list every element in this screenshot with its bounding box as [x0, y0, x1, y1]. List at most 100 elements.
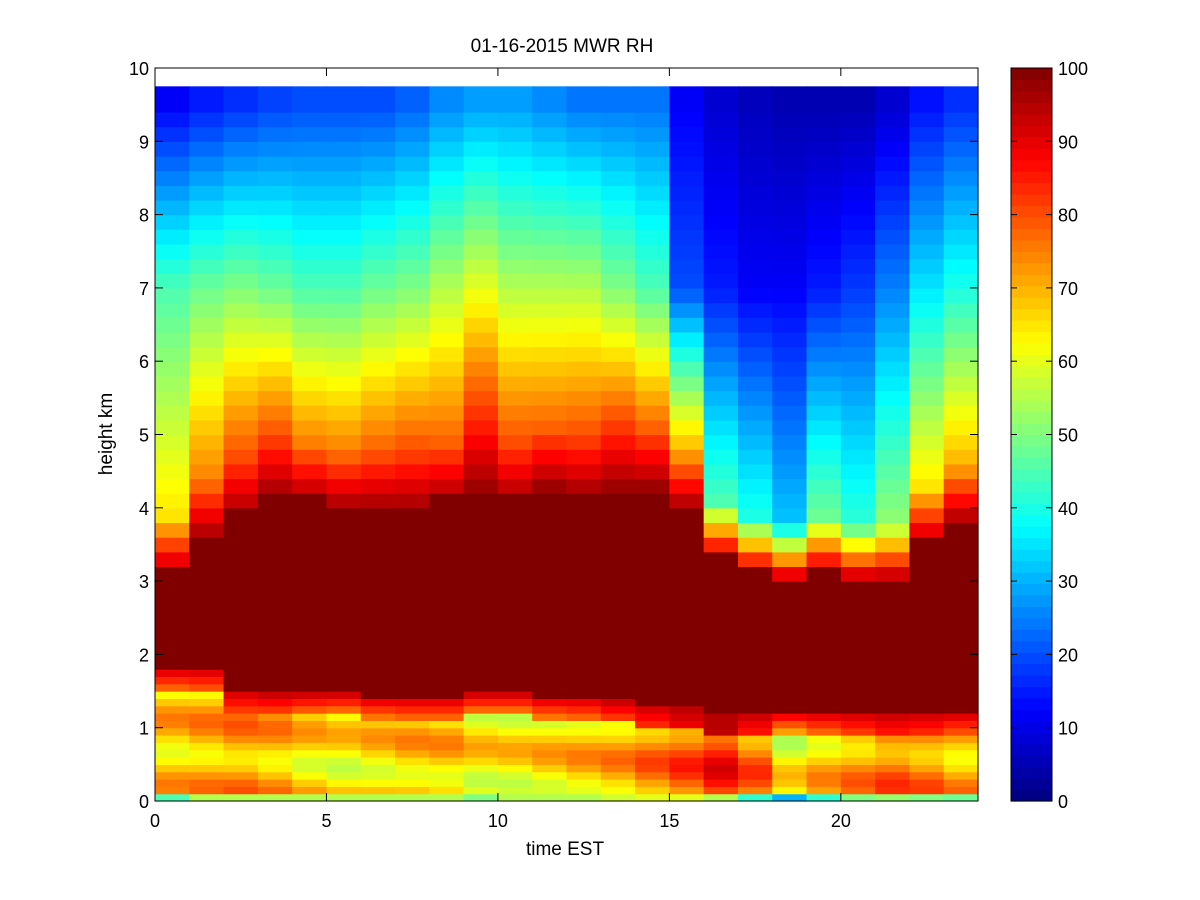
- x-tick-label: 15: [659, 811, 679, 831]
- heatmap-cell: [497, 757, 533, 765]
- heatmap-cell: [257, 141, 293, 157]
- heatmap-cell: [497, 669, 533, 677]
- heatmap-cell: [292, 405, 328, 421]
- heatmap-cell: [223, 361, 259, 377]
- heatmap-cell: [669, 537, 705, 553]
- heatmap-cell: [532, 713, 568, 721]
- heatmap-cell: [497, 735, 533, 743]
- heatmap-cell: [395, 720, 430, 729]
- heatmap-cell: [840, 86, 876, 98]
- heatmap-cell: [189, 691, 225, 699]
- heatmap-cell: [155, 141, 190, 157]
- heatmap-cell: [669, 691, 705, 699]
- heatmap-cell: [463, 507, 499, 524]
- heatmap-cell: [429, 786, 465, 795]
- heatmap-cell: [909, 229, 945, 245]
- heatmap-cell: [703, 375, 739, 392]
- heatmap-cell: [360, 595, 396, 612]
- colorbar-segment: [1011, 205, 1052, 218]
- heatmap-cell: [429, 214, 465, 230]
- heatmap-cell: [566, 214, 602, 230]
- heatmap-cell: [840, 302, 876, 318]
- heatmap-cell: [360, 463, 396, 480]
- heatmap-cell: [909, 749, 945, 758]
- heatmap-cell: [909, 727, 945, 736]
- heatmap-cell: [909, 126, 945, 142]
- heatmap-cell: [875, 537, 911, 553]
- heatmap-cell: [600, 793, 636, 802]
- heatmap-cell: [360, 287, 396, 304]
- heatmap-cell: [497, 405, 533, 421]
- heatmap-cell: [497, 625, 533, 641]
- heatmap-cell: [292, 463, 328, 480]
- heatmap-cell: [532, 757, 568, 765]
- heatmap-cell: [257, 331, 293, 348]
- heatmap-cell: [463, 683, 499, 692]
- heatmap-cell: [840, 405, 876, 421]
- heatmap-cell: [532, 551, 568, 568]
- heatmap-cell: [600, 86, 636, 98]
- heatmap-cell: [532, 214, 568, 230]
- heatmap-cell: [703, 764, 739, 773]
- heatmap-cell: [223, 287, 259, 304]
- heatmap-cell: [189, 537, 225, 553]
- heatmap-cell: [875, 735, 911, 743]
- heatmap-cell: [703, 661, 739, 670]
- heatmap-cell: [875, 727, 911, 736]
- heatmap-cell: [429, 551, 465, 568]
- heatmap-cell: [875, 720, 911, 729]
- y-tick-label: 3: [139, 572, 149, 592]
- colorbar-segment: [1011, 342, 1052, 355]
- heatmap-cell: [429, 566, 465, 582]
- heatmap-cell: [395, 507, 430, 524]
- heatmap-cell: [669, 126, 705, 142]
- heatmap-cell: [155, 361, 190, 377]
- heatmap-cell: [360, 273, 396, 289]
- colorbar-segment: [1011, 789, 1052, 802]
- heatmap-cell: [463, 566, 499, 582]
- heatmap-cell: [669, 287, 705, 304]
- heatmap-cell: [429, 742, 465, 751]
- heatmap-cell: [155, 551, 190, 568]
- heatmap-cell: [772, 669, 808, 677]
- heatmap-cell: [326, 141, 362, 157]
- y-tick-label: 2: [139, 645, 149, 665]
- heatmap-cell: [737, 537, 773, 553]
- heatmap-cell: [326, 317, 362, 333]
- heatmap-cell: [635, 199, 670, 216]
- colorbar-segment: [1011, 606, 1052, 619]
- heatmap-cell: [772, 698, 808, 707]
- heatmap-cell: [635, 720, 670, 729]
- heatmap-cell: [806, 478, 842, 494]
- heatmap-cell: [600, 537, 636, 553]
- heatmap-cell: [395, 610, 430, 626]
- heatmap-cell: [257, 683, 293, 692]
- heatmap-cell: [360, 661, 396, 670]
- heatmap-cell: [497, 141, 533, 157]
- heatmap-cell: [463, 434, 499, 450]
- heatmap-cell: [497, 595, 533, 612]
- colorbar-segment: [1011, 457, 1052, 470]
- heatmap-cell: [669, 757, 705, 765]
- heatmap-cell: [909, 537, 945, 553]
- heatmap-cell: [326, 522, 362, 538]
- heatmap-cell: [737, 375, 773, 392]
- heatmap-cell: [223, 713, 259, 721]
- y-tick-label: 4: [139, 499, 149, 519]
- heatmap-cell: [257, 478, 293, 494]
- heatmap-cell: [223, 155, 259, 172]
- heatmap-cell: [737, 126, 773, 142]
- heatmap-cell: [257, 779, 293, 787]
- heatmap-cell: [703, 713, 739, 721]
- heatmap-cell: [360, 346, 396, 362]
- heatmap-cell: [600, 661, 636, 670]
- heatmap-cell: [360, 493, 396, 509]
- heatmap-cell: [635, 317, 670, 333]
- heatmap-cell: [703, 229, 739, 245]
- heatmap-cell: [806, 361, 842, 377]
- heatmap-cell: [669, 390, 705, 406]
- heatmap-cell: [943, 771, 979, 780]
- heatmap-cell: [703, 705, 739, 714]
- heatmap-cell: [292, 126, 328, 142]
